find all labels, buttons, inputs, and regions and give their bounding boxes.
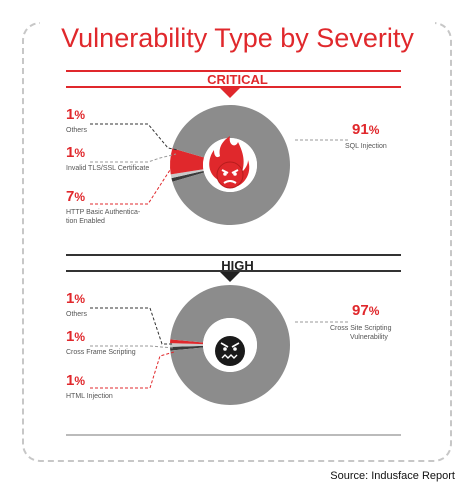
critical-arrow: [220, 88, 240, 98]
donut-slice-others: [171, 170, 205, 182]
critical-label: CRITICAL: [200, 72, 275, 87]
angry-fire-face-icon: [209, 136, 250, 189]
high-others-value: 1%: [66, 290, 86, 307]
donut-slice-http-basic-authentication-enabled: [170, 148, 205, 175]
leader-high-cfs: [90, 345, 175, 349]
source-note: Source: Indusface Report: [330, 470, 455, 482]
critical-sql-label: SQL Injection: [345, 143, 387, 150]
high-xss-value: 97%: [352, 302, 380, 319]
critical-rule: [66, 70, 401, 72]
leader-high-html: [90, 351, 175, 389]
high-html-label: HTML Injection: [66, 393, 113, 400]
high-cfs-label: Cross Frame Scripting: [66, 349, 136, 356]
high-others-label: Others: [66, 311, 88, 318]
critical-tls-value: 1%: [66, 144, 86, 161]
high-xss-label-2: Vulnerability: [350, 334, 388, 341]
high-rule-2: [66, 270, 401, 272]
donut-slice-sql-injection: [172, 105, 290, 226]
high-html-value: 1%: [66, 372, 86, 389]
donut-slice-others: [170, 345, 204, 351]
leader-critical-tls: [90, 153, 177, 163]
angry-face-icon: [215, 336, 245, 366]
critical-others-label: Others: [66, 127, 88, 134]
bottom-rule: [66, 434, 401, 436]
critical-http-value: 7%: [66, 188, 86, 205]
high-cfs-value: 1%: [66, 328, 86, 345]
critical-http-label-1: HTTP Basic Authentica-: [66, 209, 141, 216]
critical-rule-2: [66, 86, 401, 88]
donut-slice-cross-frame-scripting: [170, 343, 204, 347]
leader-critical-http: [90, 165, 179, 205]
critical-sql-value: 91%: [352, 121, 380, 138]
high-rule: [66, 254, 401, 256]
donut-slice-cross-site-scripting-vulnerability: [170, 285, 291, 406]
leader-critical-others: [90, 123, 179, 151]
donut-slice-html-injection: [170, 339, 204, 345]
chart-title: Vulnerability Type by Severity: [40, 20, 435, 56]
critical-others-value: 1%: [66, 106, 86, 123]
high-xss-label-1: Cross Site Scripting: [330, 325, 392, 332]
high-arrow: [220, 272, 240, 282]
leader-high-others: [90, 307, 174, 345]
high-label: HIGH: [200, 258, 275, 273]
critical-tls-label: Invalid TLS/SSL Certificate: [66, 165, 150, 172]
donut-slice-invalid-tls-ssl-certificate: [170, 169, 204, 179]
critical-http-label-2: tion Enabled: [66, 218, 105, 225]
